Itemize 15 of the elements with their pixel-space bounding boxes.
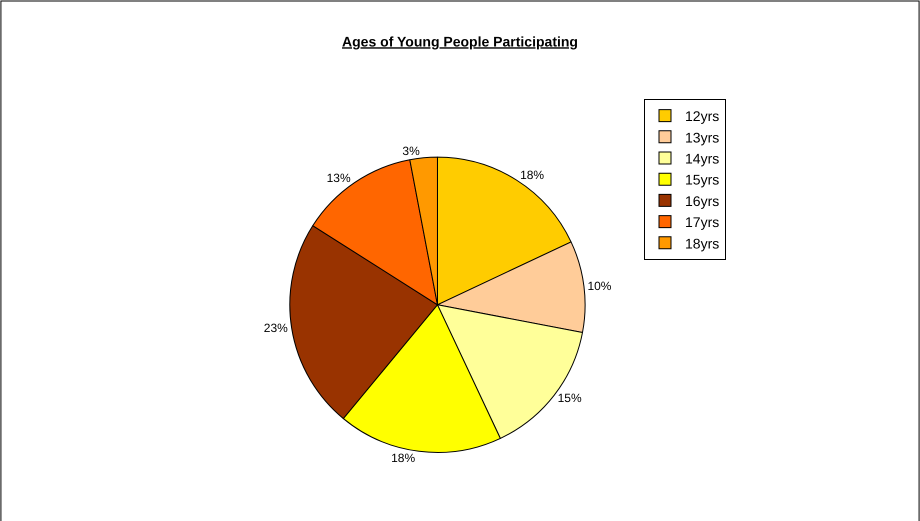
data-label: 15%: [558, 390, 582, 405]
chart-title: Ages of Young People Participating: [342, 33, 578, 50]
data-label: 3%: [402, 144, 420, 158]
legend-label: 13yrs: [685, 129, 720, 146]
legend-label: 18yrs: [685, 235, 720, 252]
legend-label: 12yrs: [685, 108, 720, 124]
data-label: 18%: [520, 168, 544, 182]
legend-label: 14yrs: [685, 150, 720, 166]
data-label: 13%: [326, 170, 351, 185]
data-label: 23%: [264, 321, 288, 336]
data-label: 18%: [391, 451, 416, 466]
legend-label: 16yrs: [685, 192, 720, 209]
legend-label: 17yrs: [685, 214, 720, 230]
data-label: 10%: [587, 279, 612, 294]
legend-label: 15yrs: [685, 172, 720, 188]
